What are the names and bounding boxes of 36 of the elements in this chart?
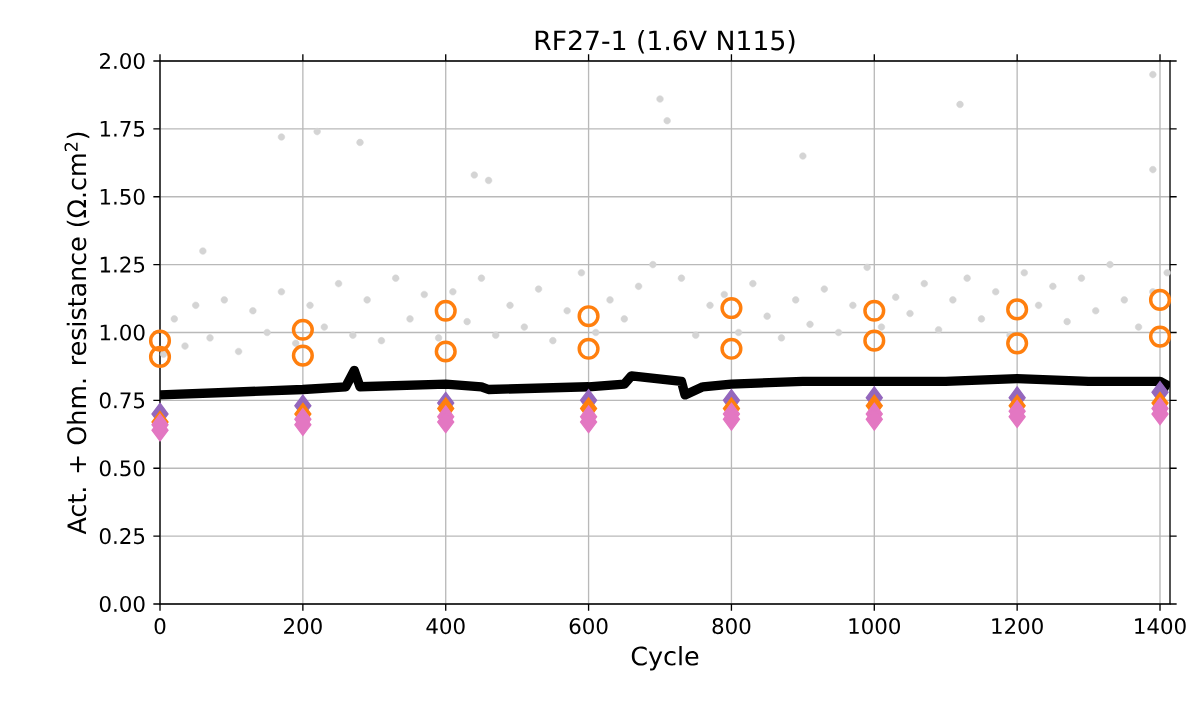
point	[577, 337, 600, 360]
point	[720, 337, 743, 360]
x-tick-label: 800	[712, 618, 751, 635]
point	[148, 329, 172, 352]
point	[1006, 298, 1029, 321]
x-tick-label: 400	[426, 618, 465, 635]
y-tick-label: 2.00	[100, 52, 145, 70]
point	[434, 299, 457, 322]
x-tick-label: 600	[569, 618, 608, 635]
y-tick-label: 1.75	[100, 120, 145, 137]
point	[577, 305, 600, 328]
x-axis-title: Cycle	[631, 645, 699, 671]
point	[291, 318, 314, 341]
x-tick-label: 0	[154, 618, 166, 635]
y-tick-label: 1.25	[100, 256, 145, 273]
point	[863, 329, 886, 352]
y-tick-label: 0.50	[99, 460, 145, 477]
point	[148, 345, 172, 368]
point	[434, 340, 457, 363]
y-tick-label: 1.50	[100, 188, 145, 205]
point	[291, 344, 314, 367]
y-tick-label: 0.00	[99, 595, 145, 613]
y-tick-label: 0.25	[99, 528, 145, 545]
y-axis-title: Act. + Ohm. resistance (Ω.cm$^{2}$)	[64, 132, 90, 535]
point	[720, 296, 743, 320]
point	[1148, 288, 1172, 311]
point	[1148, 325, 1172, 348]
point	[1006, 332, 1029, 355]
point	[863, 299, 886, 322]
x-tick-label: 1200	[992, 618, 1043, 635]
x-tick-label: 1400	[1135, 618, 1186, 635]
chart-title: RF27-1 (1.6V N115)	[535, 29, 795, 54]
x-tick-label: 1000	[849, 618, 900, 635]
y-tick-label: 1.00	[100, 324, 145, 341]
x-tick-label: 200	[284, 618, 322, 635]
y-tick-label: 0.75	[99, 392, 145, 409]
